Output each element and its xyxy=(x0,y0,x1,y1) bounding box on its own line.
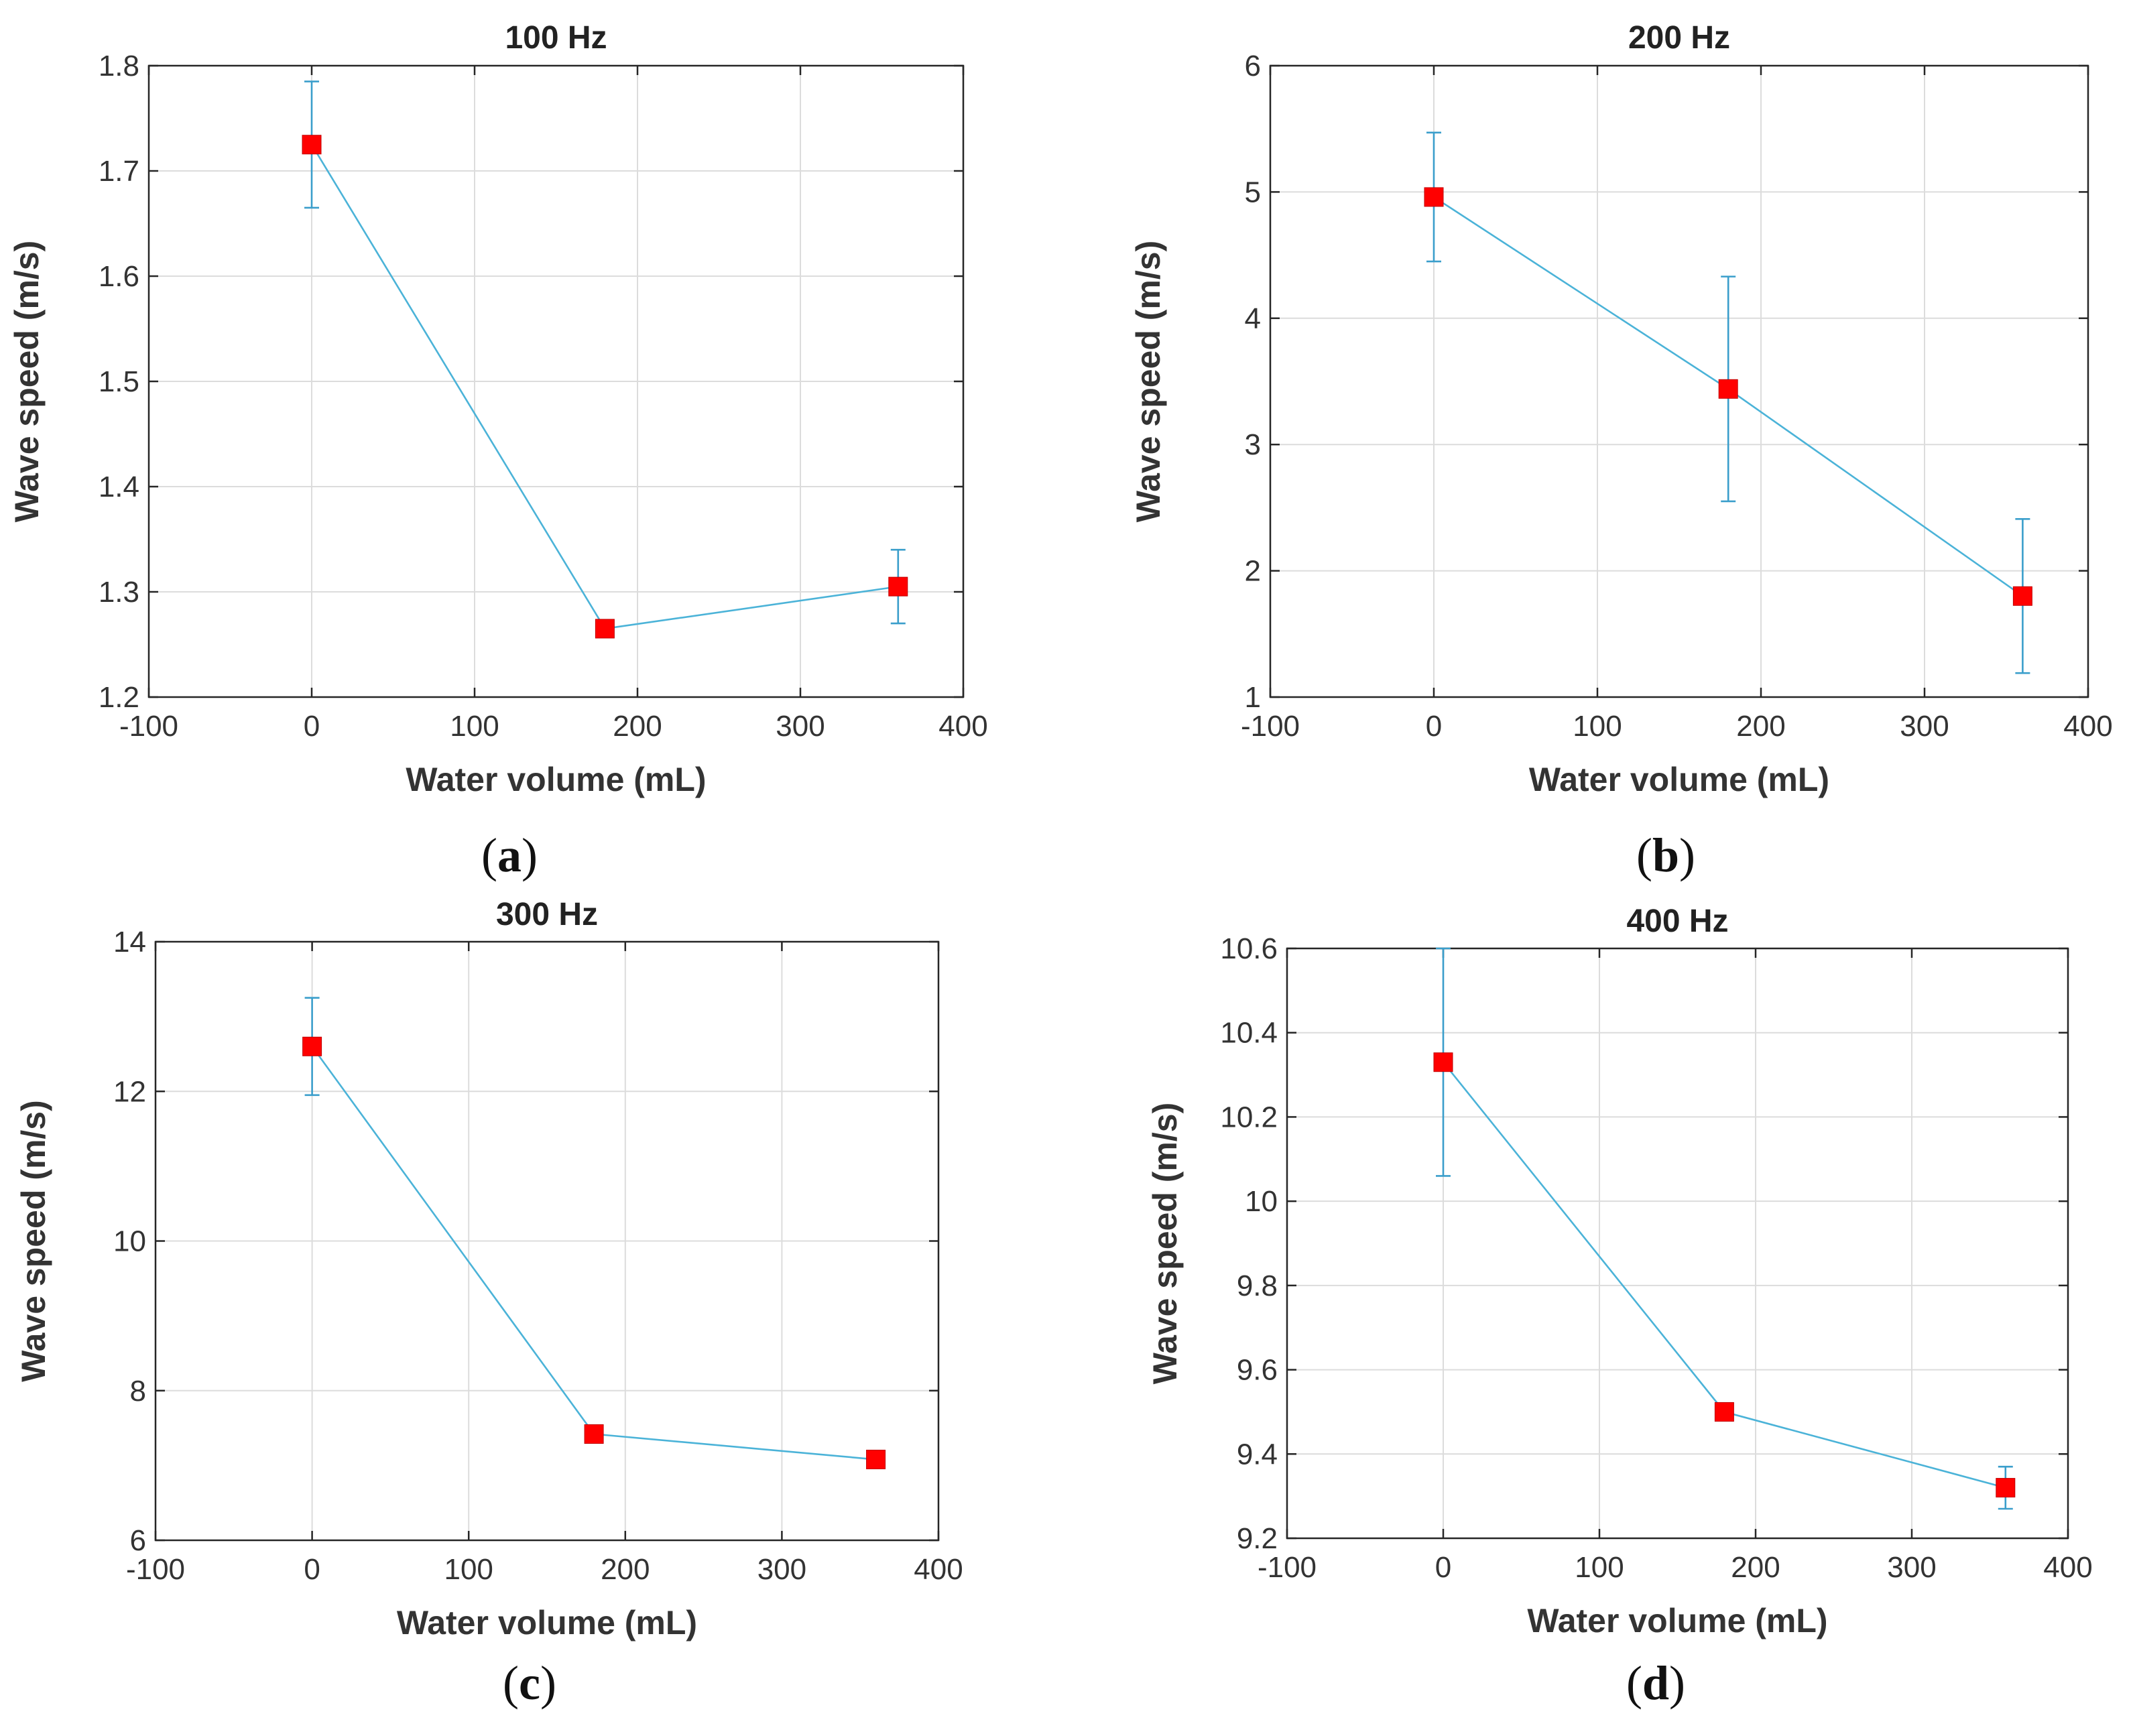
x-axis-label: Water volume (mL) xyxy=(406,761,706,798)
chart-title: 400 Hz xyxy=(1626,904,1728,939)
panel-label: (d) xyxy=(1626,1656,1685,1710)
series-line xyxy=(311,1046,876,1461)
y-tick-label: 1 xyxy=(1245,681,1261,714)
y-tick-label: 10 xyxy=(1245,1185,1278,1218)
data-point xyxy=(866,1449,886,1469)
chart-title: 200 Hz xyxy=(1628,20,1730,56)
x-tick-label: -100 xyxy=(126,1553,185,1586)
y-tick-label: 10.6 xyxy=(1220,932,1278,965)
y-tick-label: 9.6 xyxy=(1237,1354,1278,1387)
x-tick-label: 200 xyxy=(1731,1551,1780,1584)
chart-panel-c: -100 0 100 200 300 400 6 8 10 12 14 300 Hz Water vol… xyxy=(15,897,963,1710)
chart-panel-a: -100 0 100 200 300 400 1.2 1.3 1.4 1.5 1.6 1.7 1.8 10… xyxy=(8,20,988,882)
y-tick-label: 9.8 xyxy=(1237,1269,1278,1302)
x-tick-label: 300 xyxy=(776,710,825,743)
x-tick-label: 0 xyxy=(1426,710,1442,743)
x-tick-label: 0 xyxy=(304,710,320,743)
x-tick-label: 200 xyxy=(613,710,662,743)
data-point xyxy=(1433,1052,1453,1072)
x-tick-label: -100 xyxy=(1241,710,1300,743)
y-tick-label: 1.8 xyxy=(99,50,139,82)
data-point xyxy=(1424,187,1444,207)
data-point xyxy=(302,1036,322,1056)
plot-frame xyxy=(1286,947,2069,1540)
y-tick-label: 6 xyxy=(130,1524,146,1557)
data-point xyxy=(584,1424,604,1444)
series-line xyxy=(310,144,898,630)
panel-letter: a xyxy=(497,828,522,882)
data-point xyxy=(888,576,908,597)
panel-letter: b xyxy=(1652,828,1679,882)
y-tick-label: 6 xyxy=(1245,50,1261,82)
x-tick-label: 100 xyxy=(450,710,499,743)
y-tick-label: 10.4 xyxy=(1220,1017,1278,1050)
x-tick-label: 100 xyxy=(444,1553,493,1586)
x-tick-label: -100 xyxy=(1258,1551,1317,1584)
panel-letter: d xyxy=(1642,1656,1669,1710)
y-tick-label: 1.6 xyxy=(99,260,139,293)
y-tick-label: 1.7 xyxy=(99,155,139,188)
y-tick-label: 5 xyxy=(1245,176,1261,208)
chart-panel-d: -100 0 100 200 300 400 9.2 9.4 9.6 9.8 10 10.2 10.4 1… xyxy=(1146,904,2093,1710)
y-axis-label: Wave speed (m/s) xyxy=(15,1100,52,1382)
x-tick-label: 400 xyxy=(914,1553,963,1586)
y-axis-label: Wave speed (m/s) xyxy=(8,241,46,523)
x-tick-label: 300 xyxy=(757,1553,806,1586)
x-tick-label: 200 xyxy=(601,1553,650,1586)
y-tick-label: 1.5 xyxy=(99,365,139,398)
chart-panel-b: -100 0 100 200 300 400 1 2 3 4 5 6 200 Hz Water volum… xyxy=(1130,20,2113,882)
x-axis-label: Water volume (mL) xyxy=(397,1604,697,1641)
x-tick-label: 400 xyxy=(2043,1551,2092,1584)
x-tick-label: 300 xyxy=(1887,1551,1936,1584)
y-tick-label: 12 xyxy=(113,1075,146,1108)
y-axis-label: Wave speed (m/s) xyxy=(1146,1103,1184,1385)
data-point xyxy=(2012,586,2032,606)
x-tick-label: 400 xyxy=(938,710,987,743)
series-line xyxy=(1442,1061,2006,1489)
plot-frame xyxy=(147,64,965,698)
y-tick-label: 2 xyxy=(1245,555,1261,588)
x-tick-label: 100 xyxy=(1575,1551,1624,1584)
y-tick-label: 10.2 xyxy=(1220,1101,1278,1133)
y-tick-label: 1.4 xyxy=(99,471,139,503)
panel-label: (c) xyxy=(503,1656,556,1710)
y-tick-label: 14 xyxy=(113,926,146,958)
data-point xyxy=(1996,1478,2016,1498)
y-tick-label: 4 xyxy=(1245,302,1261,335)
data-point xyxy=(1718,379,1738,399)
panel-letter: c xyxy=(519,1656,540,1710)
y-tick-label: 8 xyxy=(130,1375,146,1408)
y-tick-label: 9.2 xyxy=(1237,1522,1278,1555)
plot-frame xyxy=(154,940,940,1542)
y-tick-label: 9.4 xyxy=(1237,1438,1278,1471)
y-axis-label: Wave speed (m/s) xyxy=(1130,241,1167,523)
x-axis-label: Water volume (mL) xyxy=(1529,761,1829,798)
y-tick-label: 3 xyxy=(1245,428,1261,461)
x-tick-label: 200 xyxy=(1736,710,1785,743)
x-tick-label: 300 xyxy=(1900,710,1949,743)
x-axis-label: Water volume (mL) xyxy=(1527,1602,1827,1639)
x-tick-label: 0 xyxy=(304,1553,320,1586)
data-point xyxy=(595,619,615,639)
y-tick-label: 1.3 xyxy=(99,576,139,609)
chart-title: 100 Hz xyxy=(505,20,607,56)
data-point xyxy=(302,135,322,155)
panel-label: (b) xyxy=(1636,828,1695,882)
x-tick-label: 400 xyxy=(2063,710,2112,743)
data-point xyxy=(1714,1402,1734,1422)
plot-frame xyxy=(1269,64,2089,698)
x-tick-label: 100 xyxy=(1573,710,1622,743)
chart-title: 300 Hz xyxy=(496,897,598,932)
y-tick-label: 1.2 xyxy=(99,681,139,714)
panel-label: (a) xyxy=(481,828,538,882)
y-tick-label: 10 xyxy=(113,1225,146,1258)
x-tick-label: -100 xyxy=(119,710,178,743)
x-tick-label: 0 xyxy=(1435,1551,1451,1584)
